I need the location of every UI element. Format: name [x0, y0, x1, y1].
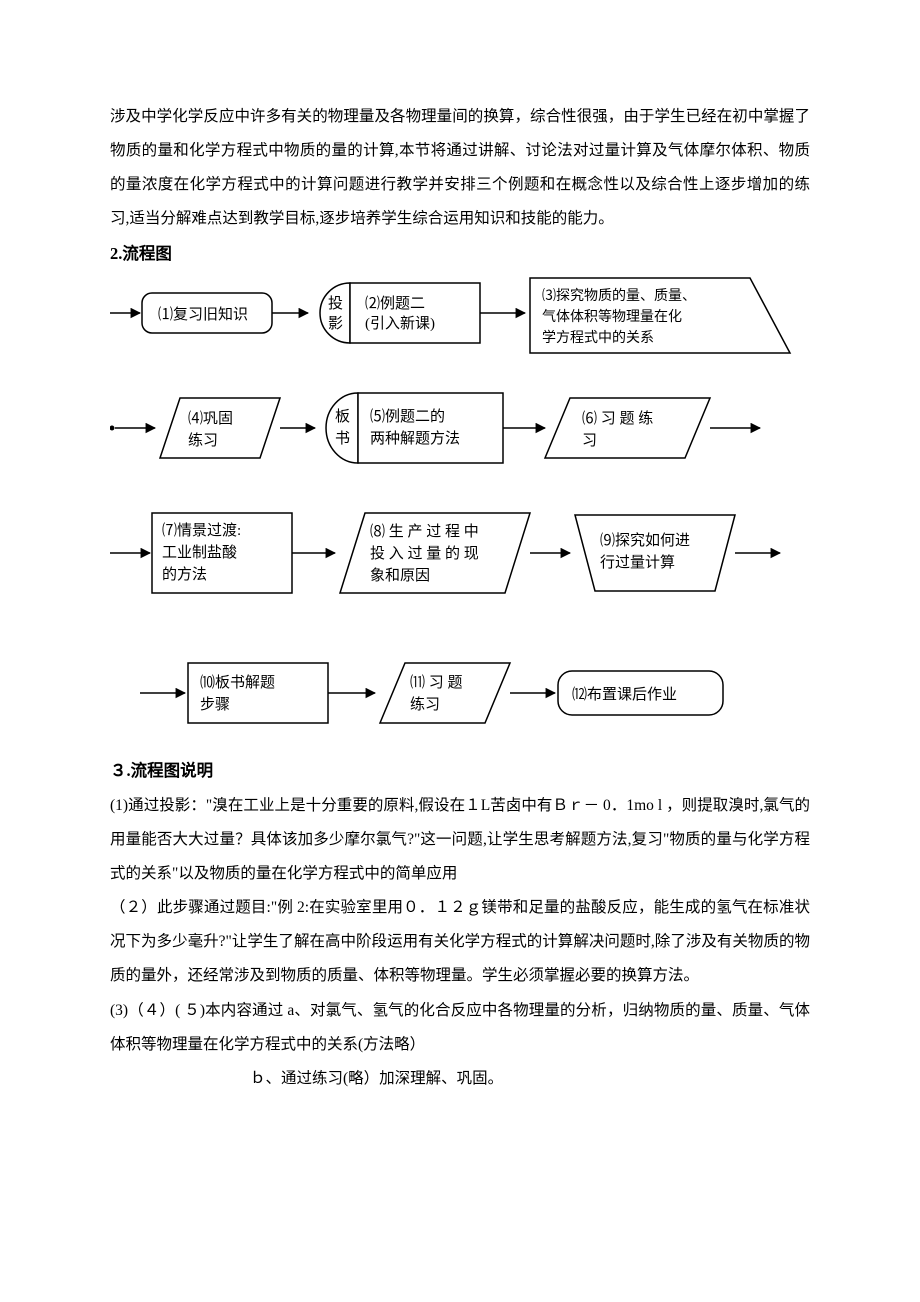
- node-9-l2: 行过量计算: [600, 553, 675, 571]
- node-5: [358, 393, 503, 463]
- explain-p3b: ｂ、通过练习(略）加深理解、巩固。: [250, 1062, 810, 1096]
- explain-p1: (1)通过投影："溴在工业上是十分重要的原料,假设在１L苦卤中有Ｂｒ－ 0．1m…: [110, 789, 810, 891]
- node-2: [350, 283, 480, 343]
- node-11-l2: 练习: [410, 696, 440, 713]
- heading-explain: ３.流程图说明: [110, 753, 810, 789]
- node-7-l1: ⑺情景过渡:: [162, 522, 241, 539]
- node-10-l1: ⑽板书解题: [200, 673, 275, 691]
- explain-p3: (3)（４）( ５)本内容通过 a、对氯气、氢气的化合反应中各物理量的分析，归纳…: [110, 994, 810, 1062]
- node-projection-l1: 投: [328, 295, 343, 312]
- document-page: 涉及中学化学反应中许多有关的物理量及各物理量间的换算，综合性很强，由于学生已经在…: [0, 0, 920, 1156]
- node-9-l1: ⑼探究如何进: [600, 532, 690, 549]
- node-10: [188, 663, 328, 723]
- node-4-l1: ⑷巩固: [188, 410, 233, 427]
- node-6: [545, 398, 710, 458]
- heading-flowchart: 2.流程图: [110, 236, 810, 272]
- node-4-l2: 练习: [188, 432, 218, 449]
- node-4: [160, 398, 280, 458]
- node-3-l1: ⑶探究物质的量、质量、: [542, 288, 696, 304]
- node-8-l3: 象和原因: [370, 567, 430, 584]
- node-board-l1: 板: [335, 407, 350, 425]
- node-projection-l2: 影: [328, 315, 343, 332]
- node-6-l1: ⑹ 习 题 练: [582, 410, 653, 427]
- node-7-l2: 工业制盐酸: [162, 544, 237, 561]
- node-11-l1: ⑾ 习 题: [410, 674, 463, 691]
- node-10-l2: 步骤: [200, 696, 230, 713]
- node-6-l2: 习: [582, 433, 597, 449]
- node-1-label: ⑴复习旧知识: [158, 305, 248, 323]
- node-3-l3: 学方程式中的关系: [542, 330, 654, 346]
- node-12-label: ⑿布置课后作业: [572, 686, 677, 703]
- node-2-l1: ⑵例题二: [365, 295, 425, 312]
- node-board-l2: 书: [335, 430, 350, 447]
- node-8-l2: 投 入 过 量 的 现: [370, 545, 479, 562]
- flowchart-diagram: ⑴复习旧知识 投 影 ⑵例题二 (引入新课) ⑶探究物质的量、质量、 气体体积等…: [110, 273, 810, 753]
- node-projection: [320, 283, 350, 343]
- explain-p2: （２）此步骤通过题目:"例 2:在实验室里用０．１２ｇ镁带和足量的盐酸反应，能生…: [110, 891, 810, 993]
- node-3-l2: 气体体积等物理量在化: [542, 308, 682, 325]
- node-5-l1: ⑸例题二的: [370, 408, 445, 425]
- node-7-l3: 的方法: [162, 566, 207, 583]
- intro-paragraph: 涉及中学化学反应中许多有关的物理量及各物理量间的换算，综合性很强，由于学生已经在…: [110, 100, 810, 236]
- node-board: [326, 393, 358, 463]
- node-5-l2: 两种解题方法: [370, 430, 460, 447]
- node-9: [575, 515, 735, 591]
- node-2-l2: (引入新课): [365, 315, 435, 332]
- node-8-l1: ⑻ 生 产 过 程 中: [370, 523, 479, 540]
- node-11: [380, 663, 510, 723]
